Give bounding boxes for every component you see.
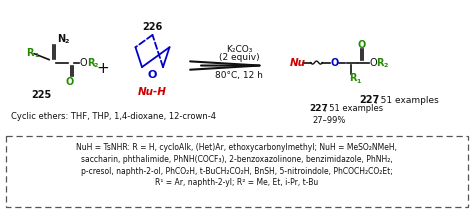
FancyBboxPatch shape	[6, 136, 468, 207]
Text: 2: 2	[94, 63, 98, 68]
Text: 227: 227	[359, 95, 380, 105]
Text: (2 equiv): (2 equiv)	[219, 53, 259, 62]
Text: O: O	[330, 58, 338, 68]
Text: , 51 examples: , 51 examples	[325, 105, 383, 113]
Text: 1: 1	[34, 53, 38, 58]
Text: O: O	[148, 70, 157, 80]
Text: , 51 examples: , 51 examples	[375, 96, 439, 105]
Text: 80°C, 12 h: 80°C, 12 h	[215, 71, 263, 80]
Text: R¹ = Ar, naphth-2-yl; R² = Me, Et, i-Pr, t-Bu: R¹ = Ar, naphth-2-yl; R² = Me, Et, i-Pr,…	[155, 179, 319, 187]
Text: K₂CO₃: K₂CO₃	[226, 45, 252, 54]
Text: 227: 227	[310, 105, 328, 113]
Text: O: O	[80, 58, 88, 68]
Text: +: +	[96, 61, 109, 76]
Text: 225: 225	[31, 90, 52, 100]
Text: R: R	[376, 58, 383, 68]
Text: 2: 2	[64, 39, 68, 44]
Text: Cyclic ethers: THF, THP, 1,4-dioxane, 12-crown-4: Cyclic ethers: THF, THP, 1,4-dioxane, 12…	[11, 112, 216, 121]
Text: NuH = TsNHR: R = H, cycloAlk, (Het)Ar, ethoxycarbonylmethyl; NuH = MeSO₂NMeH,: NuH = TsNHR: R = H, cycloAlk, (Het)Ar, e…	[76, 143, 398, 152]
Text: R: R	[349, 73, 357, 83]
Text: Nu: Nu	[290, 58, 306, 68]
Text: 2: 2	[383, 63, 388, 68]
Text: p-cresol, naphth-2-ol, PhCO₂H, t-BuCH₂CO₂H, BnSH, 5-nitroindole, PhCOCH₂CO₂Et;: p-cresol, naphth-2-ol, PhCO₂H, t-BuCH₂CO…	[81, 167, 393, 176]
Text: R: R	[87, 58, 94, 68]
Text: 226: 226	[142, 22, 163, 32]
Text: saccharin, phthalimide, PhNH(COCF₃), 2-benzoxazolinone, benzimidazole, PhNH₂,: saccharin, phthalimide, PhNH(COCF₃), 2-b…	[81, 155, 393, 164]
Text: O: O	[66, 77, 74, 87]
Text: R: R	[26, 48, 33, 58]
Text: O: O	[369, 58, 377, 68]
Text: N: N	[57, 34, 65, 44]
Text: O: O	[357, 40, 365, 50]
Text: 27–99%: 27–99%	[312, 116, 346, 125]
Text: 1: 1	[356, 79, 361, 84]
Text: Nu-H: Nu-H	[138, 87, 167, 97]
